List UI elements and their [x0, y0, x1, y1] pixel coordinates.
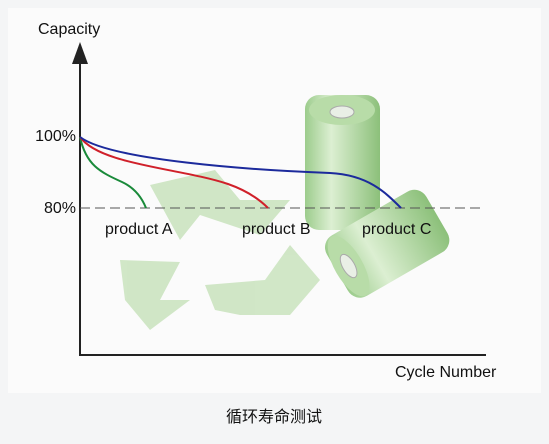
- product-label: product A: [105, 221, 173, 238]
- product-label: product C: [362, 221, 431, 238]
- product-label: product B: [242, 221, 310, 238]
- x-axis-label: Cycle Number: [395, 364, 497, 381]
- battery-upright: [305, 95, 380, 230]
- page: Capacity 100% 80% product A product B pr…: [0, 0, 549, 444]
- tick-label: 100%: [35, 128, 76, 145]
- tick-label: 80%: [44, 200, 76, 217]
- y-axis-label: Capacity: [38, 21, 100, 38]
- diagram: Capacity 100% 80% product A product B pr…: [0, 0, 549, 444]
- caption: 循环寿命测试: [226, 408, 322, 426]
